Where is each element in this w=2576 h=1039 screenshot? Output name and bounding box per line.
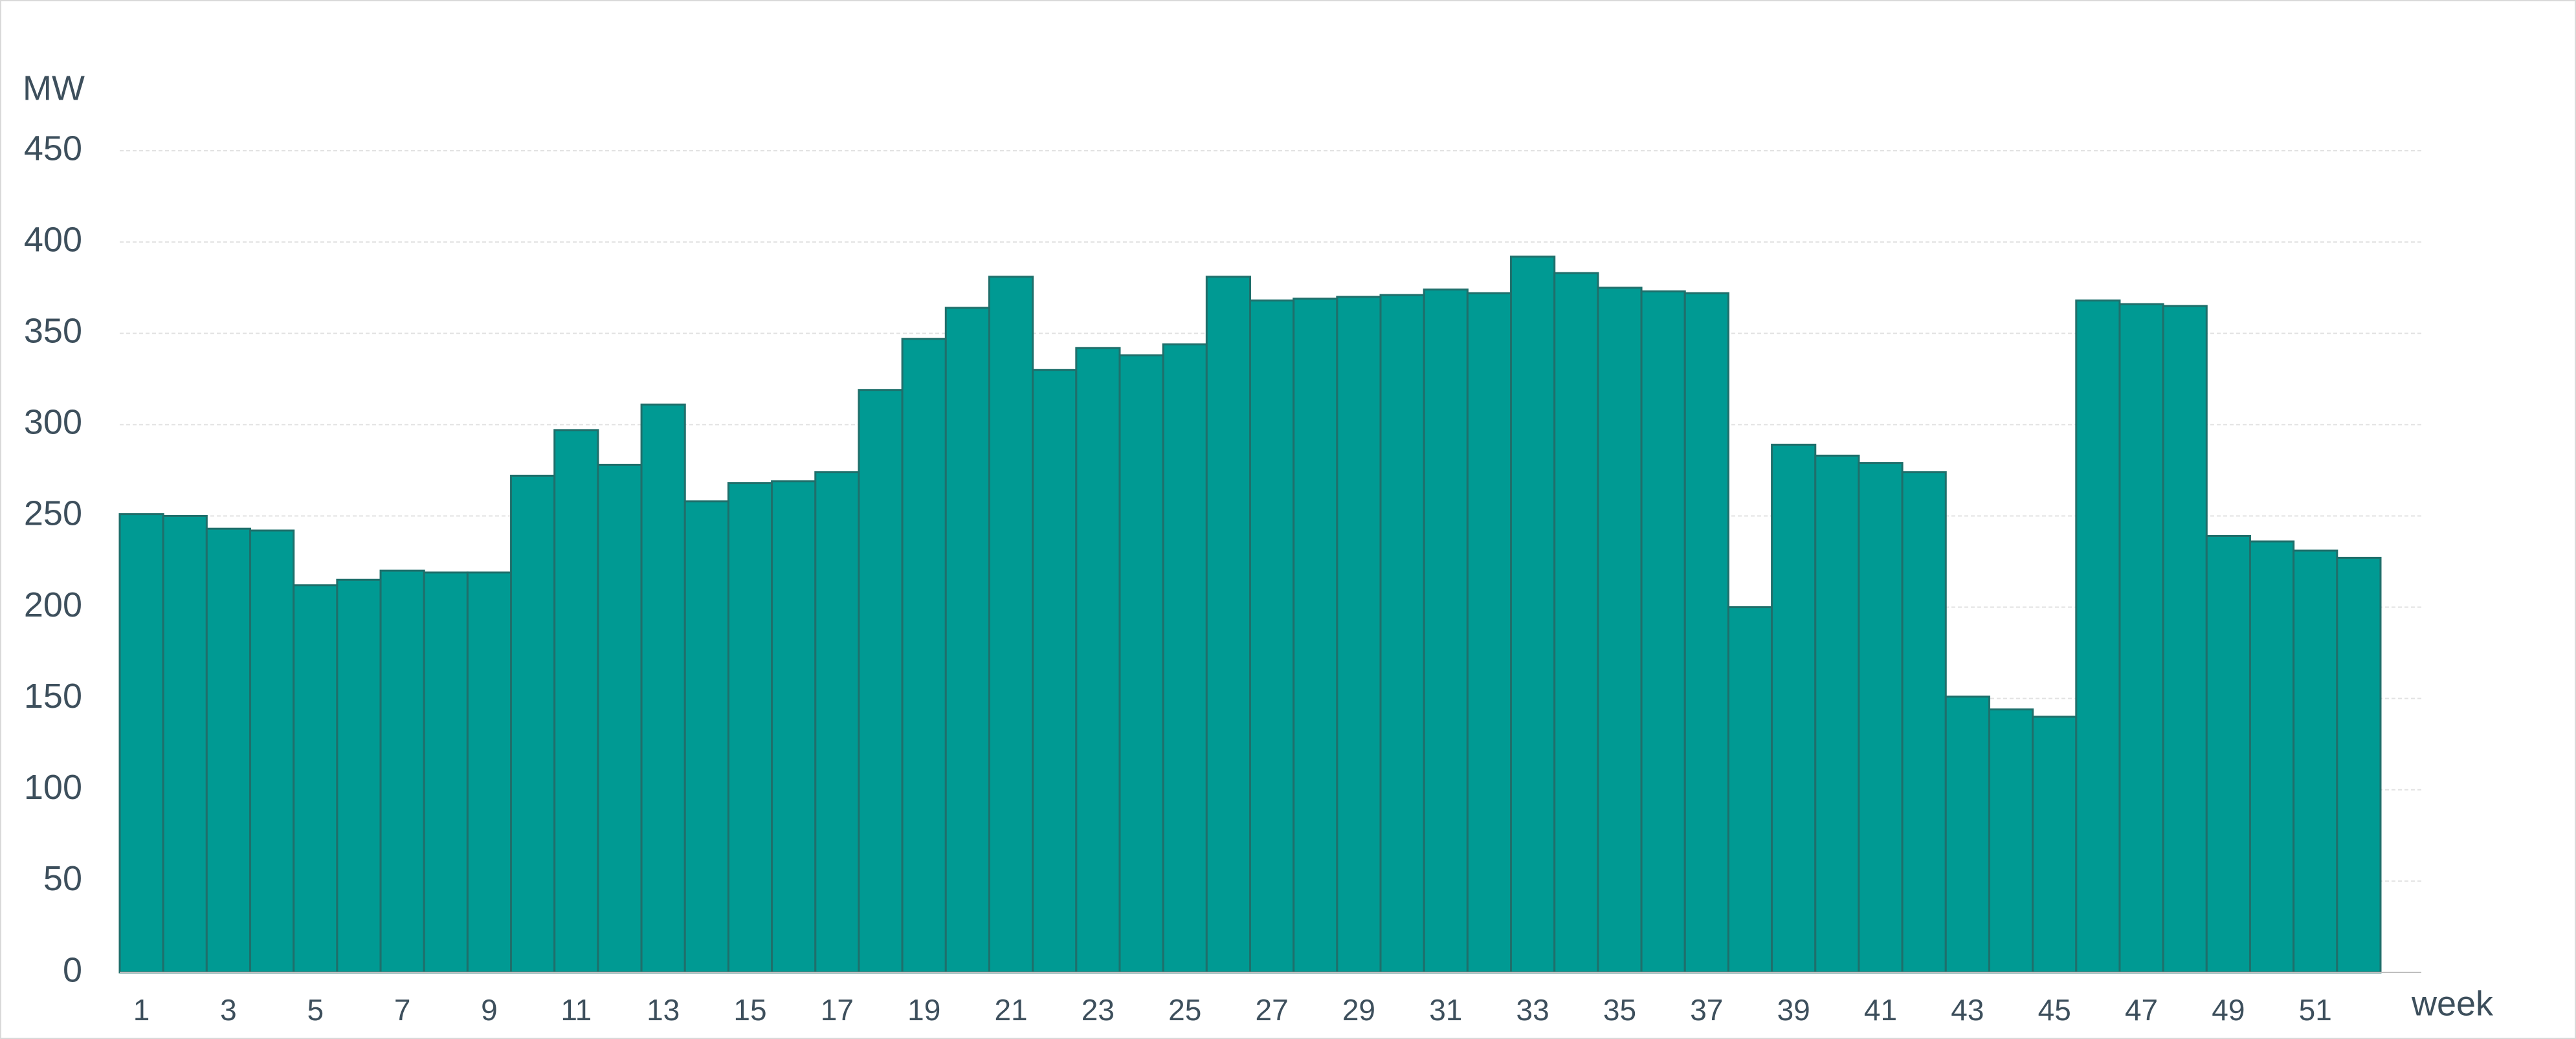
bar — [1336, 296, 1382, 974]
bar — [1118, 354, 1164, 974]
x-tick-label: 45 — [2038, 993, 2071, 1027]
bar — [1553, 272, 1599, 974]
bar — [1162, 343, 1208, 974]
x-tick-label: 7 — [394, 993, 411, 1027]
bar — [1510, 256, 1556, 974]
y-tick-label: 400 — [24, 220, 82, 259]
bar — [1901, 471, 1947, 974]
bar — [727, 482, 773, 974]
x-tick-label: 9 — [481, 993, 498, 1027]
bar — [1466, 292, 1513, 974]
x-tick-label: 33 — [1516, 993, 1549, 1027]
y-tick-label: 350 — [24, 311, 82, 350]
bar — [2118, 303, 2164, 974]
bar — [379, 569, 425, 974]
x-tick-label: 1 — [133, 993, 150, 1027]
x-tick-label: 5 — [307, 993, 324, 1027]
bar — [1597, 287, 1643, 974]
x-tick-label: 27 — [1256, 993, 1289, 1027]
y-tick-label: 450 — [24, 129, 82, 168]
bar — [162, 514, 208, 974]
bar — [1771, 443, 1817, 974]
bar — [1814, 454, 1860, 974]
bar — [1075, 347, 1121, 974]
bar — [1683, 292, 1729, 974]
x-tick-label: 29 — [1342, 993, 1375, 1027]
x-tick-label: 31 — [1429, 993, 1462, 1027]
x-tick-label: 39 — [1777, 993, 1810, 1027]
x-tick-label: 47 — [2125, 993, 2158, 1027]
y-tick-label: 0 — [63, 950, 82, 989]
y-tick-label: 200 — [24, 585, 82, 624]
bar — [205, 527, 252, 974]
bar — [901, 338, 947, 974]
bar — [2162, 305, 2208, 974]
x-tick-label: 13 — [647, 993, 680, 1027]
bar — [2075, 299, 2121, 974]
x-tick-label: 15 — [733, 993, 766, 1027]
y-tick-label: 250 — [24, 494, 82, 533]
bar — [1379, 294, 1425, 974]
x-tick-label: 25 — [1168, 993, 1201, 1027]
x-tick-label: 11 — [561, 993, 592, 1027]
x-tick-label: 21 — [994, 993, 1027, 1027]
y-axis-label: MW — [23, 69, 85, 107]
bar — [249, 529, 295, 974]
bar — [1988, 708, 2034, 974]
bar — [1249, 299, 1295, 974]
x-tick-label: 3 — [220, 993, 237, 1027]
bar — [814, 471, 860, 974]
bar — [683, 500, 729, 974]
bar — [2293, 549, 2338, 974]
bar — [988, 276, 1034, 974]
bar — [2336, 556, 2382, 974]
x-tick-label: 35 — [1603, 993, 1636, 1027]
y-tick-label: 300 — [24, 403, 82, 442]
bar — [1423, 288, 1469, 974]
bar — [2032, 716, 2078, 974]
bar — [640, 403, 686, 974]
x-tick-label: 49 — [2212, 993, 2245, 1027]
y-tick-label: 150 — [24, 677, 82, 716]
bar — [553, 429, 599, 974]
x-tick-label: 37 — [1690, 993, 1723, 1027]
x-tick-label: 43 — [1951, 993, 1984, 1027]
x-axis-label: week — [2411, 984, 2494, 1023]
bar — [944, 307, 990, 974]
bar — [2248, 540, 2295, 974]
bar — [2205, 534, 2251, 974]
bar — [1727, 606, 1773, 974]
x-tick-label: 23 — [1082, 993, 1115, 1027]
bar — [1944, 695, 1990, 974]
bar — [1858, 462, 1904, 974]
bar — [858, 389, 904, 974]
bar — [597, 463, 643, 974]
bar — [1640, 290, 1686, 974]
y-tick-label: 50 — [43, 859, 82, 898]
y-tick-label: 100 — [24, 768, 82, 807]
x-tick-label: 51 — [2299, 993, 2332, 1027]
bar — [1293, 298, 1338, 974]
x-tick-label: 41 — [1864, 993, 1897, 1027]
bar — [771, 480, 817, 974]
bar — [336, 578, 382, 974]
bar — [423, 571, 469, 974]
bar — [510, 474, 556, 974]
bar — [1032, 369, 1078, 974]
bar — [118, 513, 164, 974]
x-tick-label: 19 — [907, 993, 940, 1027]
x-tick-label: 17 — [821, 993, 854, 1027]
bar — [1205, 276, 1251, 974]
bar — [466, 571, 513, 974]
bar — [293, 584, 339, 974]
